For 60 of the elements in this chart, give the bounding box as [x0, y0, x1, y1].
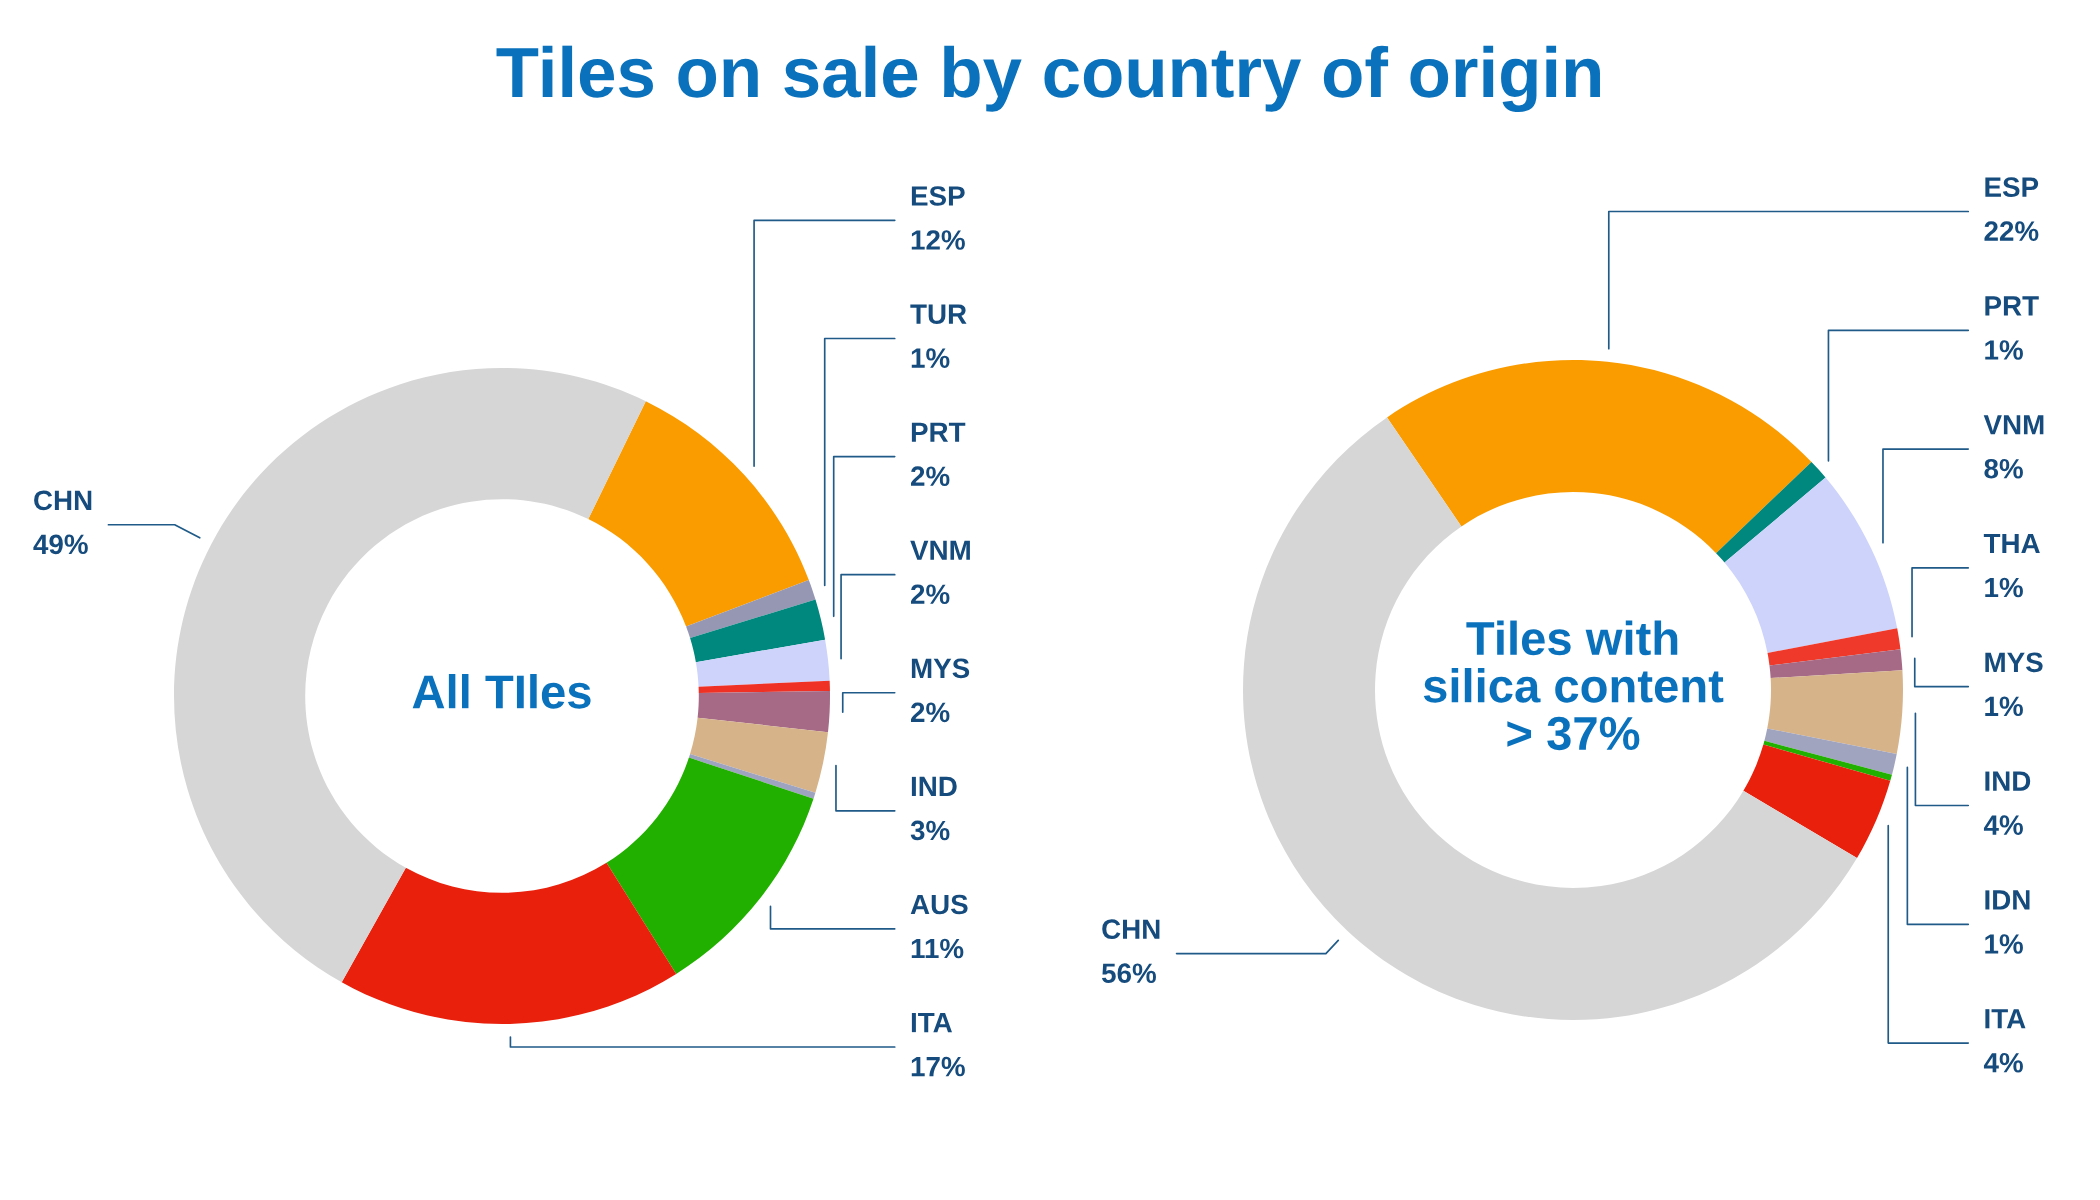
- donut-slice: [1763, 740, 1892, 781]
- donut-slice: [1769, 649, 1903, 679]
- slice-label: VNM: [1983, 415, 2044, 435]
- donut-slice: [1387, 360, 1812, 554]
- data-label: 12%: [911, 230, 965, 250]
- slice-label: ESP: [911, 186, 965, 206]
- slice-label: MYS: [911, 658, 970, 679]
- donut-slice: [698, 680, 830, 693]
- data-label: 4%: [1983, 815, 2023, 835]
- donut-slice: [697, 691, 830, 733]
- slice-label: PRT: [1985, 296, 2039, 316]
- data-label: 4%: [1983, 1052, 2023, 1073]
- donut-slice: [690, 599, 826, 663]
- slice-label: IND: [911, 776, 957, 796]
- slice-label: IDN: [1985, 890, 2030, 910]
- donut-slice: [588, 401, 809, 627]
- slice-label: CHN: [1102, 919, 1160, 940]
- donut-slice: [606, 757, 814, 974]
- slice-label: AUS: [910, 894, 968, 915]
- data-label: 22%: [1984, 221, 2039, 241]
- text: Tiles with silica content > 37%: [1423, 620, 1724, 751]
- donut-slice: [1767, 628, 1901, 666]
- data-label: 1%: [1985, 577, 2023, 598]
- slice-label: THA: [1983, 533, 2040, 554]
- donut-slice: [695, 639, 830, 687]
- donut-slice: [1716, 461, 1826, 563]
- data-label: 1%: [1985, 934, 2023, 954]
- data-label: 56%: [1101, 963, 1156, 984]
- data-label: 1%: [1985, 340, 2023, 360]
- slice-label: MYS: [1985, 652, 2043, 673]
- slice-label: ESP: [1985, 177, 2039, 197]
- donut-slice: [690, 717, 828, 793]
- data-label: 49%: [33, 534, 88, 555]
- slice-label: ITA: [911, 1013, 952, 1033]
- data-label: 1%: [1985, 696, 2023, 717]
- data-label: 2%: [911, 702, 950, 723]
- donut-slice: [1724, 477, 1898, 653]
- slice-label: CHN: [34, 490, 92, 511]
- data-label: 3%: [910, 820, 950, 841]
- slice-label: VNM: [910, 540, 970, 560]
- slice-label: PRT: [911, 422, 966, 442]
- data-label: 1%: [911, 348, 950, 368]
- donut-slice: [174, 368, 646, 983]
- slice-label: IND: [1985, 771, 2031, 791]
- donut-slice: [686, 579, 816, 639]
- donut-slice: [1764, 728, 1897, 775]
- donut-slice: [688, 754, 816, 799]
- data-label: 2%: [911, 584, 950, 605]
- slice-label: TUR: [910, 304, 967, 324]
- slice-label: ITA: [1985, 1009, 2026, 1029]
- chart-title: Tiles on sale by country of origin: [496, 45, 1600, 113]
- donut-slice: [341, 862, 677, 1024]
- donut-slice: [1767, 670, 1903, 755]
- data-label: 17%: [911, 1056, 965, 1077]
- donut-slice: [1743, 744, 1891, 859]
- data-label: 2%: [911, 466, 950, 486]
- text: All TIles: [412, 673, 591, 709]
- data-label: 11%: [911, 938, 964, 959]
- data-label: 8%: [1984, 458, 2023, 479]
- donut-slice: [1243, 417, 1858, 1020]
